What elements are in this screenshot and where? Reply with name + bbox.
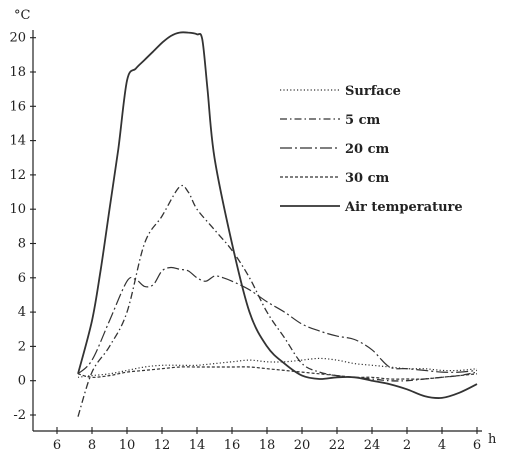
series-line-surface (77, 357, 478, 378)
y-tick-label: 20 (9, 31, 26, 46)
x-tick-label: 10 (119, 438, 136, 453)
x-tick-label: 6 (473, 438, 481, 453)
legend-label-20-cm: 20 cm (345, 142, 390, 157)
x-tick-label: 14 (189, 438, 206, 453)
y-tick-label: 2 (18, 339, 26, 354)
x-unit-label: h (488, 432, 497, 447)
series-line-air-temperature (77, 31, 478, 399)
y-unit-label: °C (14, 8, 31, 23)
x-tick-label: 24 (364, 438, 381, 453)
legend-label-5-cm: 5 cm (345, 113, 380, 128)
y-tick-label: 18 (9, 65, 26, 80)
legend: Surface 5 cm 20 cm 30 cm Air temperature (280, 84, 463, 215)
y-tick-label: 12 (9, 168, 26, 183)
y-tick-label: -2 (13, 408, 26, 423)
legend-label-30-cm: 30 cm (345, 171, 390, 186)
x-tick-label: 2 (403, 438, 411, 453)
y-tick-label: 0 (18, 374, 26, 389)
y-tick-label: 8 (18, 237, 26, 252)
series-line-20-cm (77, 266, 478, 375)
x-tick-label: 12 (154, 438, 171, 453)
series-layer (77, 31, 478, 417)
series-line-5-cm (77, 184, 478, 417)
x-tick-label: 6 (53, 438, 61, 453)
y-tick-label: 4 (18, 305, 26, 320)
x-tick-label: 16 (224, 438, 241, 453)
series-line-30-cm (77, 366, 478, 380)
y-tick-label: 10 (9, 202, 26, 217)
x-tick-label: 20 (294, 438, 311, 453)
y-tick-label: 6 (18, 271, 26, 286)
x-tick-label: 22 (329, 438, 346, 453)
y-tick-label: 14 (9, 134, 26, 149)
legend-label-air-temperature: Air temperature (344, 200, 463, 215)
x-tick-label: 4 (438, 438, 446, 453)
y-tick-label: 16 (9, 99, 26, 114)
legend-label-surface: Surface (345, 84, 401, 99)
x-tick-label: 18 (259, 438, 276, 453)
x-tick-label: 8 (88, 438, 96, 453)
